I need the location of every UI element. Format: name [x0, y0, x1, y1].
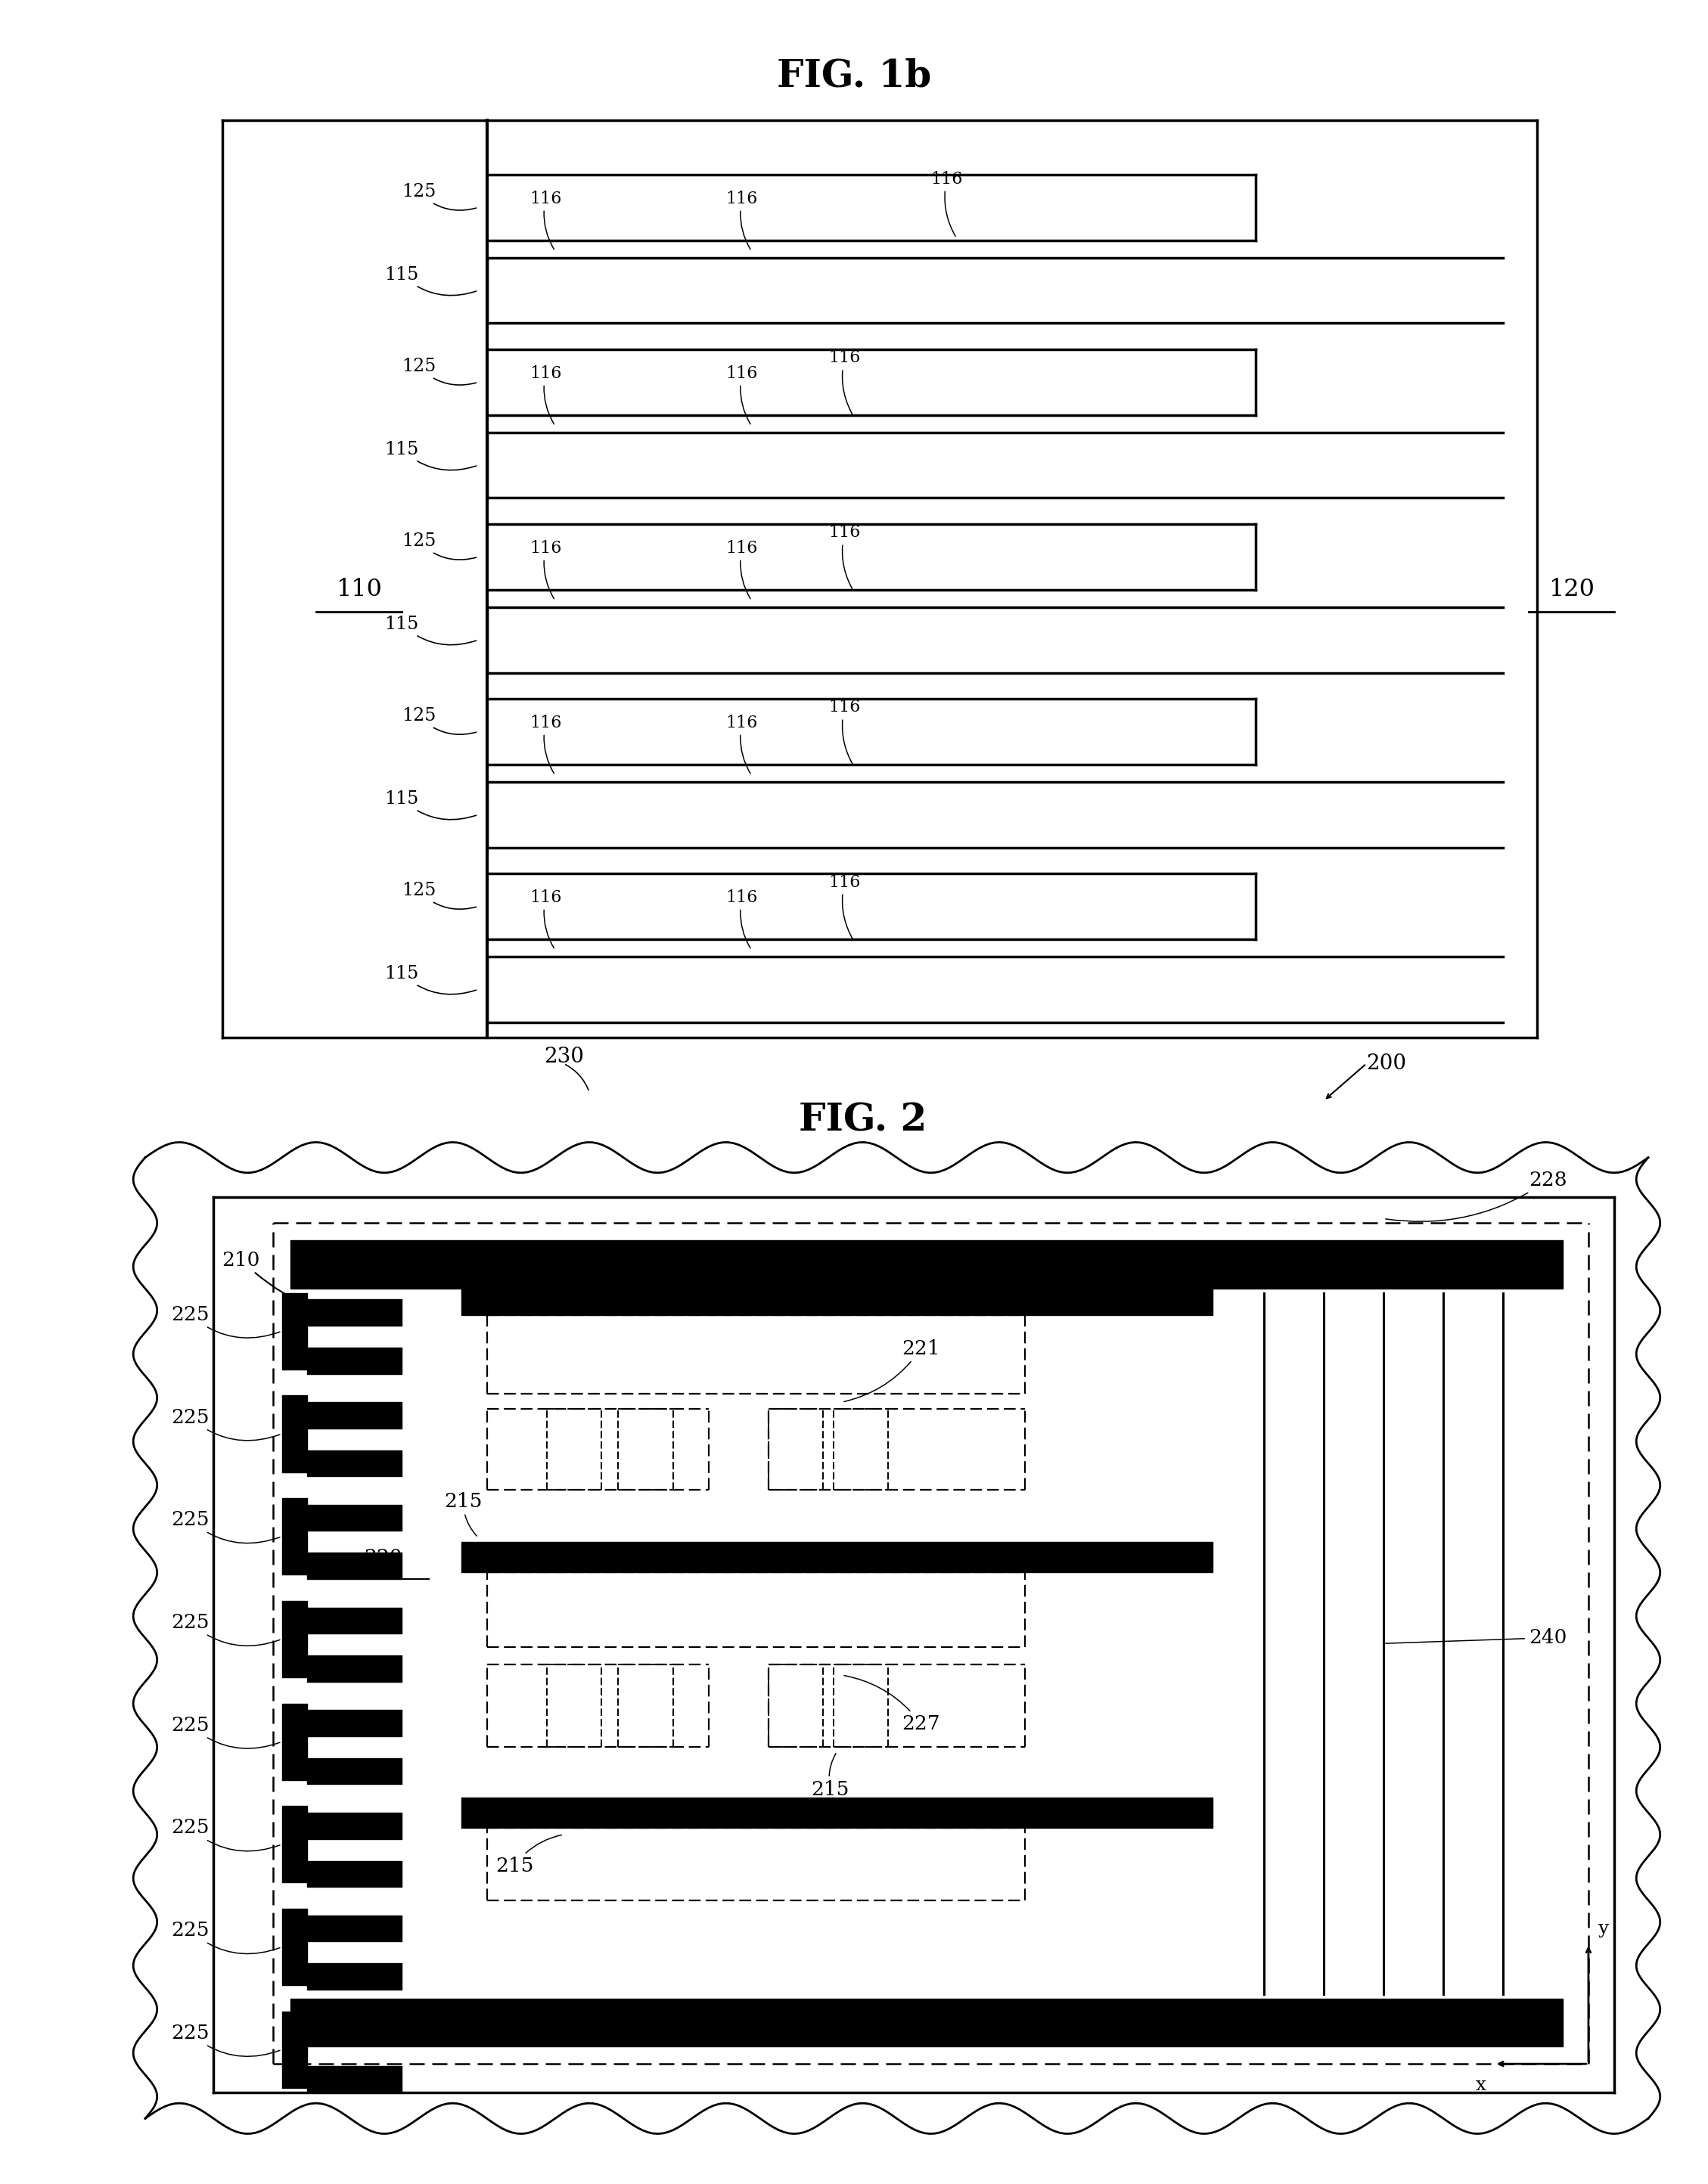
Text: 200: 200 [1366, 1053, 1407, 1075]
Text: 116: 116 [529, 889, 562, 948]
Text: x: x [1476, 2077, 1486, 2094]
Text: 215: 215 [470, 1247, 507, 1267]
Text: 225: 225 [171, 2025, 280, 2057]
Text: 227: 227 [844, 1675, 939, 1734]
Text: 116: 116 [828, 524, 861, 590]
Text: y: y [1599, 1920, 1609, 1937]
Text: 116: 116 [529, 190, 562, 249]
Text: 116: 116 [828, 874, 861, 939]
Text: 225: 225 [171, 1614, 280, 1647]
Text: 116: 116 [828, 349, 861, 415]
Text: 225: 225 [171, 1511, 280, 1544]
Text: 116: 116 [726, 365, 758, 424]
Text: 125: 125 [401, 708, 477, 734]
Text: 225: 225 [171, 1409, 280, 1441]
Text: 125: 125 [401, 882, 477, 909]
Text: 116: 116 [726, 539, 758, 598]
Text: 220: 220 [364, 1548, 401, 1566]
Text: 215: 215 [444, 1492, 482, 1535]
Text: 215: 215 [811, 1754, 849, 1800]
Text: 116: 116 [529, 714, 562, 773]
Text: 116: 116 [529, 539, 562, 598]
Text: 225: 225 [171, 1819, 280, 1852]
Text: 225: 225 [171, 1717, 280, 1749]
Text: 225: 225 [171, 1922, 280, 1955]
Text: 116: 116 [726, 190, 758, 249]
Text: 115: 115 [384, 791, 477, 819]
Text: 221: 221 [844, 1339, 939, 1402]
Text: 116: 116 [726, 889, 758, 948]
Text: 116: 116 [726, 714, 758, 773]
Text: 125: 125 [401, 533, 477, 559]
Text: 210: 210 [222, 1251, 313, 1308]
Text: 120: 120 [1547, 579, 1595, 601]
Text: 240: 240 [1385, 1629, 1566, 1647]
Text: 230: 230 [543, 1046, 584, 1068]
Text: 116: 116 [529, 365, 562, 424]
Text: 116: 116 [931, 170, 963, 236]
Text: 125: 125 [401, 183, 477, 210]
Text: 115: 115 [384, 965, 477, 994]
Text: 115: 115 [384, 266, 477, 295]
Text: FIG. 1b: FIG. 1b [777, 59, 931, 94]
Text: FIG. 2: FIG. 2 [798, 1103, 927, 1138]
Text: 125: 125 [401, 358, 477, 384]
Text: 115: 115 [384, 441, 477, 470]
Text: 215: 215 [495, 1835, 562, 1876]
Text: 116: 116 [828, 699, 861, 764]
Text: 228: 228 [1385, 1171, 1566, 1221]
Text: 115: 115 [384, 616, 477, 644]
Text: 110: 110 [336, 579, 381, 601]
Text: 225: 225 [171, 1306, 280, 1339]
